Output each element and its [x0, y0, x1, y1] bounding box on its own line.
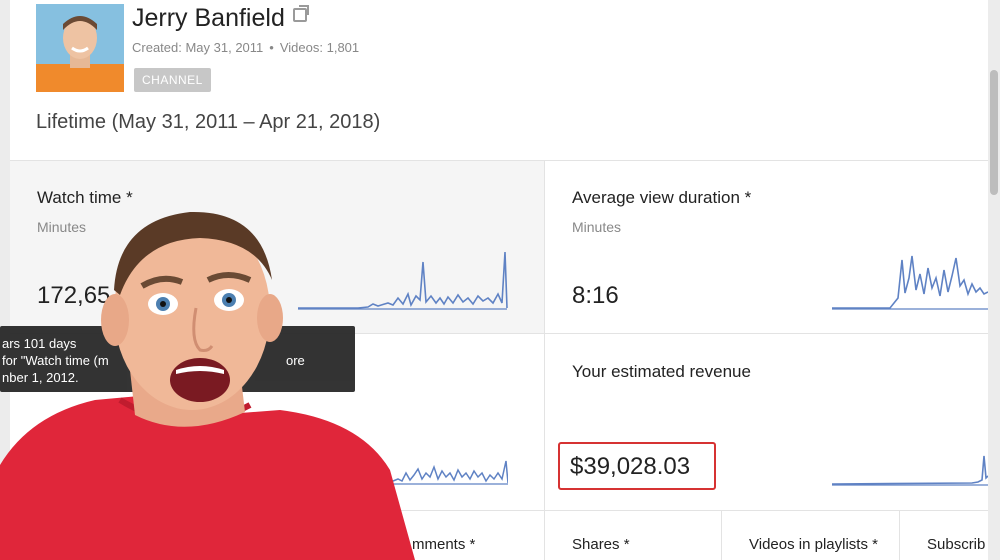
comments-title: mments * [412, 536, 476, 553]
watch-time-sparkline [298, 251, 508, 310]
page-scrollbar[interactable] [988, 0, 1000, 560]
shares-title: Shares * [572, 536, 630, 553]
presenter-overlay [0, 211, 415, 560]
channel-avatar[interactable] [36, 4, 124, 92]
divider [10, 160, 988, 161]
divider [721, 510, 722, 560]
divider [899, 510, 900, 560]
avg-view-duration-unit: Minutes [572, 219, 622, 235]
tooltip-line-1: ars 101 days [2, 336, 77, 351]
channel-badge: CHANNEL [134, 68, 211, 92]
divider [544, 160, 545, 560]
watch-time-value: 172,65 [37, 282, 111, 309]
created-date: Created: May 31, 2011 [132, 40, 264, 55]
divider [10, 333, 988, 334]
divider [10, 510, 988, 511]
subscribers-title: Subscrib [927, 536, 986, 553]
revenue-value: $39,028.03 [570, 453, 691, 480]
scrollbar-thumb[interactable] [990, 70, 998, 195]
likes-sparkline [388, 460, 508, 485]
videos-in-playlists-title: Videos in playlists * [749, 536, 878, 553]
meta-separator: • [269, 40, 274, 55]
revenue-title: Your estimated revenue [572, 362, 751, 381]
avg-view-duration-title: Average view duration * [572, 188, 752, 207]
revenue-highlight-box [558, 442, 716, 490]
channel-name[interactable]: Jerry Banfield [132, 4, 309, 33]
watch-time-unit: Minutes [37, 219, 87, 235]
date-range[interactable]: Lifetime (May 31, 2011 – Apr 21, 2018) [36, 111, 381, 133]
channel-name-text[interactable]: Jerry Banfield [132, 4, 285, 32]
external-link-icon[interactable] [292, 5, 309, 22]
tooltip-line-2-tail: ore [286, 353, 305, 368]
avg-view-duration-sparkline [832, 255, 988, 310]
avg-view-duration-value: 8:16 [572, 282, 619, 309]
revenue-sparkline [832, 455, 988, 486]
channel-meta: Created: May 31, 2011 • Videos: 1,801 [132, 40, 359, 55]
video-count: Videos: 1,801 [279, 40, 360, 55]
tooltip-line-2: for "Watch time (m [2, 353, 109, 368]
watch-time-title: Watch time * [37, 188, 133, 207]
tooltip-line-3: nber 1, 2012. [2, 370, 79, 385]
